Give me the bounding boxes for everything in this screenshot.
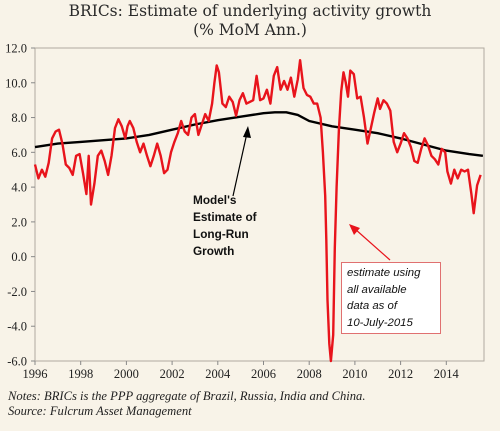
- x-tick-label: 2004: [205, 367, 231, 381]
- y-tick-label: 2.0: [11, 215, 27, 229]
- notes-line: Notes: BRICs is the PPP aggregate of Bra…: [8, 389, 366, 403]
- y-tick-label: 4.0: [11, 181, 27, 195]
- model-annotation-line: Model's: [193, 193, 237, 207]
- model-annotation: Model's Estimate of Long-Run Growth: [193, 192, 257, 260]
- y-tick-label: -2.0: [7, 285, 27, 299]
- estimate-arrow-line: [354, 228, 391, 261]
- model-annotation-line: Long-Run: [193, 227, 249, 241]
- source-line: Source: Fulcrum Asset Management: [8, 404, 192, 418]
- y-tick-label: -6.0: [7, 355, 27, 369]
- y-tick-label: 12.0: [5, 42, 27, 56]
- y-tick-label: 0.0: [11, 250, 27, 264]
- y-tick-label: 8.0: [11, 111, 27, 125]
- x-tick-label: 2010: [342, 367, 367, 381]
- model-arrow-head: [243, 126, 251, 138]
- series-layer: [33, 59, 484, 363]
- model-annotation-line: Estimate of: [193, 210, 257, 224]
- chart-notes: Notes: BRICs is the PPP aggregate of Bra…: [8, 389, 366, 419]
- series-line-activity: [33, 59, 482, 363]
- estimate-annotation-line: estimate using: [347, 267, 421, 279]
- chart-title: BRICs: Estimate of underlying activity g…: [68, 2, 432, 20]
- chart-title-block: BRICs: Estimate of underlying activity g…: [0, 2, 500, 40]
- plot-area-border: [34, 47, 485, 362]
- series-line-long-run: [34, 111, 484, 157]
- x-tick-label: 2008: [297, 367, 322, 381]
- estimate-annotation-line: data as of: [347, 300, 398, 312]
- y-axis: 12.0 10.0 8.0 6.0 4.0 2.0 0.0 -2.0 -4.0 -6.0: [5, 42, 35, 369]
- x-tick-label: 2002: [160, 367, 185, 381]
- estimate-annotation: estimate using all available data as of …: [341, 262, 441, 334]
- x-tick-label: 2000: [114, 367, 139, 381]
- x-tick-label: 1996: [23, 367, 48, 381]
- x-tick-label: 2012: [388, 367, 413, 381]
- model-annotation-line: Growth: [193, 244, 235, 258]
- chart-subtitle: (% MoM Ann.): [193, 21, 307, 39]
- x-tick-label: 2014: [434, 367, 460, 381]
- estimate-annotation-line: all available: [347, 283, 407, 296]
- estimate-arrow-head: [349, 224, 360, 235]
- estimate-annotation-line: 10-July-2015: [347, 316, 413, 329]
- x-axis: 1996 1998 2000 2002 2004 2006 2008 2010 2012 2014: [23, 361, 460, 381]
- y-tick-label: 10.0: [5, 76, 27, 90]
- x-tick-label: 2006: [251, 367, 276, 381]
- y-tick-label: 6.0: [11, 146, 27, 160]
- model-arrow-line: [232, 132, 248, 197]
- x-tick-label: 1998: [68, 367, 93, 381]
- y-tick-label: -4.0: [7, 320, 27, 334]
